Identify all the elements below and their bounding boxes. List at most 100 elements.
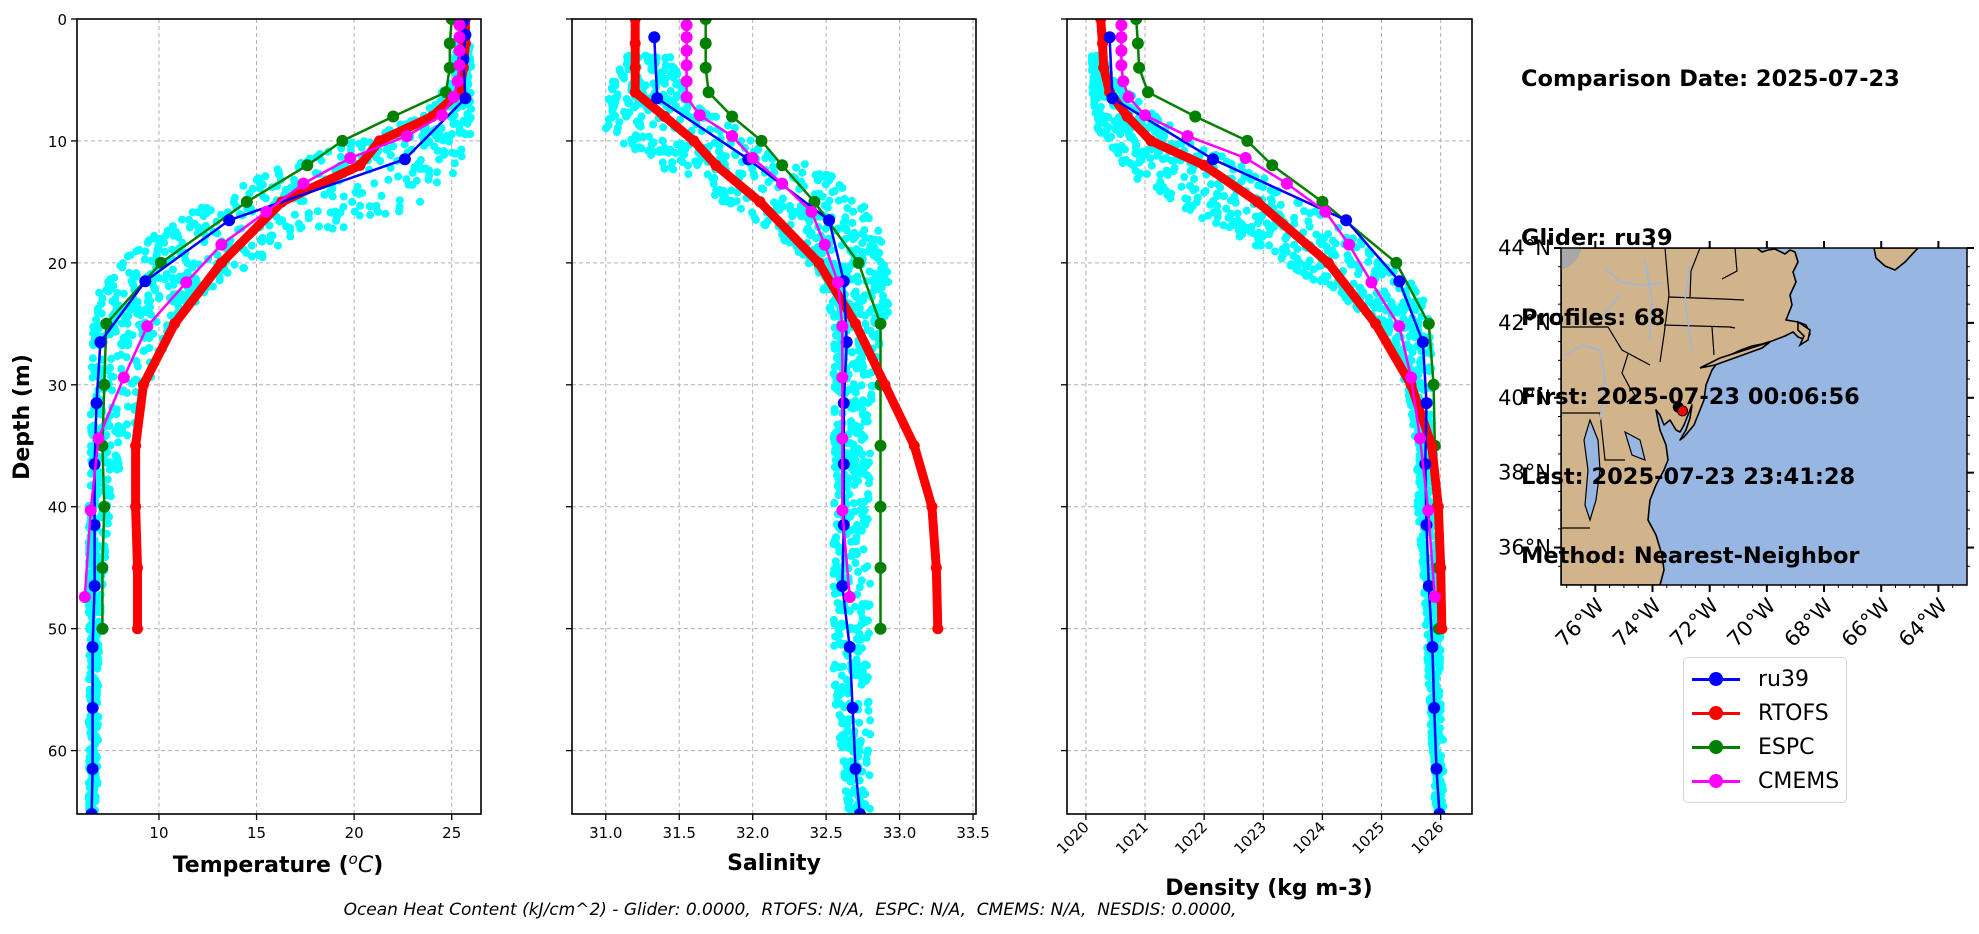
glider-scatter-point bbox=[658, 158, 667, 167]
glider-scatter-point bbox=[866, 449, 874, 458]
glider-scatter-point bbox=[206, 206, 215, 215]
series-point-cmems bbox=[836, 320, 849, 333]
glider-scatter-point bbox=[852, 468, 861, 477]
glider-scatter-point bbox=[258, 180, 267, 189]
glider-scatter-point bbox=[449, 169, 457, 178]
series-line-cmems bbox=[685, 23, 851, 599]
glider-scatter-point bbox=[113, 289, 122, 297]
location-map: 76°W 74°W 72°W 70°W 68°W 66°W 64°W 36°N 38°N 40°… bbox=[1498, 236, 1974, 652]
series-point-ru39 bbox=[88, 519, 101, 531]
series-point-cmems bbox=[78, 591, 91, 603]
glider-scatter-point bbox=[680, 106, 689, 115]
series-point-cmems bbox=[726, 130, 739, 143]
series-point-espc bbox=[1427, 378, 1440, 391]
glider-scatter-point bbox=[761, 154, 770, 163]
glider-scatter-point bbox=[119, 289, 128, 298]
glider-scatter-point bbox=[88, 354, 97, 363]
lat-tick-label: 44°N bbox=[1498, 236, 1551, 260]
series-point-espc bbox=[1241, 134, 1254, 147]
series-point-cmems bbox=[297, 177, 310, 190]
series-point-rtofs bbox=[926, 501, 938, 513]
series-point-rtofs bbox=[932, 623, 944, 635]
glider-scatter-point bbox=[114, 438, 123, 447]
glider-scatter-point bbox=[866, 579, 875, 588]
glider-scatter-point bbox=[1290, 219, 1299, 228]
series-point-espc bbox=[726, 110, 739, 123]
series-point-rtofs bbox=[1432, 501, 1444, 513]
glider-scatter-point bbox=[1419, 296, 1428, 305]
glider-scatter-point bbox=[647, 140, 656, 149]
series-point-rtofs bbox=[169, 318, 181, 330]
series-point-espc bbox=[874, 622, 887, 635]
x-tick-label: 15 bbox=[247, 824, 266, 842]
glider-scatter-point bbox=[168, 245, 177, 254]
depth-y-label: Depth (m) bbox=[10, 354, 35, 480]
glider-scatter-point bbox=[1186, 181, 1194, 190]
glider-scatter-point bbox=[103, 475, 112, 484]
glider-scatter-point bbox=[852, 537, 860, 546]
series-point-rtofs bbox=[374, 135, 385, 147]
series-point-cmems bbox=[84, 504, 97, 517]
glider-scatter-point bbox=[869, 251, 878, 260]
glider-scatter-point bbox=[835, 547, 844, 556]
glider-scatter-point bbox=[831, 680, 840, 689]
glider-scatter-point bbox=[1251, 241, 1260, 250]
glider-scatter-point bbox=[108, 386, 116, 395]
glider-scatter-point bbox=[797, 212, 806, 221]
glider-scatter-point bbox=[1405, 332, 1414, 341]
glider-scatter-point bbox=[1425, 672, 1434, 681]
series-point-espc bbox=[1266, 159, 1279, 172]
glider-scatter-point bbox=[122, 312, 130, 320]
glider-scatter-point bbox=[123, 402, 132, 411]
glider-scatter-point bbox=[95, 468, 104, 477]
glider-scatter-point bbox=[348, 197, 357, 206]
glider-scatter-point bbox=[114, 422, 123, 431]
series-point-espc bbox=[336, 134, 349, 147]
series-point-ru39 bbox=[1340, 214, 1353, 227]
glider-scatter-point bbox=[285, 223, 294, 232]
glider-scatter-point bbox=[841, 217, 850, 226]
glider-scatter-point bbox=[727, 186, 736, 195]
glider-scatter-point bbox=[1242, 206, 1251, 215]
series-point-espc bbox=[874, 561, 887, 574]
series-point-ru39 bbox=[853, 808, 866, 814]
series-point-rtofs bbox=[629, 86, 641, 98]
label-superscript: o bbox=[349, 850, 358, 868]
glider-scatter-point bbox=[1378, 270, 1387, 279]
glider-scatter-point bbox=[314, 222, 323, 231]
glider-scatter-point bbox=[874, 226, 883, 235]
glider-scatter-point bbox=[625, 98, 633, 107]
glider-scatter-point bbox=[694, 158, 703, 167]
glider-scatter-point bbox=[1399, 314, 1408, 323]
glider-scatter-point bbox=[660, 79, 669, 88]
map-land bbox=[1561, 248, 1811, 585]
series-point-ru39 bbox=[1433, 808, 1446, 814]
glider-scatter-point bbox=[1419, 572, 1428, 581]
map-state-borders bbox=[1561, 248, 1745, 529]
ocean-heat-content-footer: Ocean Heat Content (kJ/cm^2) - Glider: 0… bbox=[343, 900, 1237, 920]
glider-scatter-point bbox=[830, 362, 839, 371]
series-point-espc bbox=[96, 561, 109, 574]
glider-scatter-point bbox=[658, 137, 667, 146]
glider-scatter-point bbox=[866, 326, 875, 335]
glider-scatter-point bbox=[169, 265, 177, 274]
glider-scatter-point bbox=[849, 440, 858, 449]
x-tick-label: 25 bbox=[442, 824, 461, 842]
glider-scatter-point bbox=[819, 285, 828, 294]
glider-scatter-point bbox=[1119, 156, 1128, 165]
glider-scatter-point bbox=[830, 187, 839, 195]
series-point-cmems bbox=[1139, 109, 1151, 122]
series-point-ru39 bbox=[1420, 397, 1433, 410]
x-tick-label: 1022 bbox=[1171, 818, 1211, 858]
glider-scatter-point bbox=[1094, 125, 1103, 134]
glider-scatter-point bbox=[1266, 223, 1275, 232]
glider-scatter-point bbox=[229, 198, 238, 207]
series-point-cmems bbox=[451, 75, 464, 88]
glider-scatter-point bbox=[748, 208, 757, 217]
glider-scatter-point bbox=[1302, 271, 1311, 280]
series-point-cmems bbox=[1122, 91, 1135, 103]
glider-scatter-point bbox=[240, 264, 249, 272]
legend-item-cmems: CMEMS bbox=[1684, 766, 1839, 796]
series-point-ru39 bbox=[1106, 92, 1119, 105]
glider-scatter-point bbox=[1407, 410, 1416, 419]
